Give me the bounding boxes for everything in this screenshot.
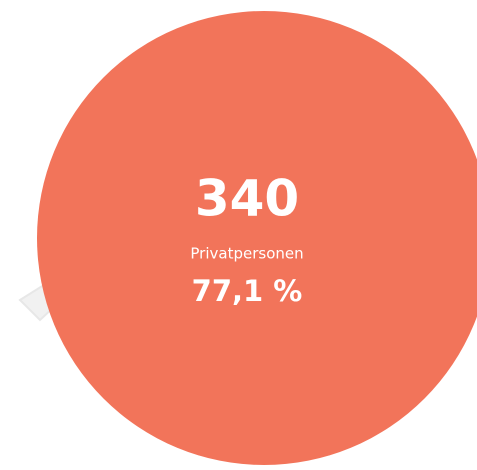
label: Privatpersonen — [190, 245, 303, 263]
stat-circle — [37, 11, 477, 465]
count: 340 — [195, 170, 299, 228]
percent: 77,1 % — [192, 274, 303, 308]
